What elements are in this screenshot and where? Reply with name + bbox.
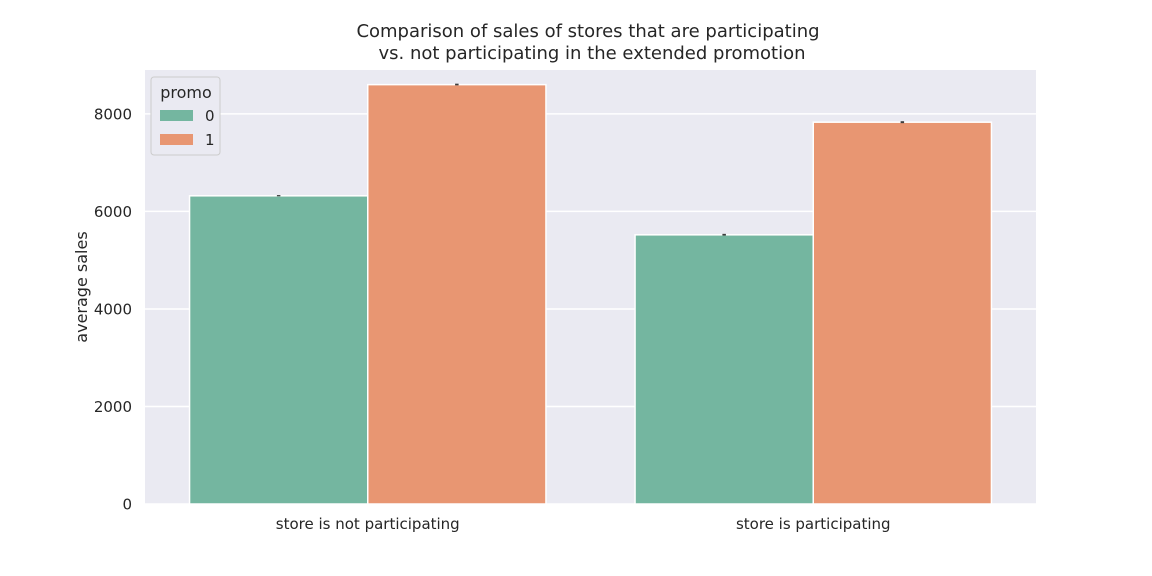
legend-label-promo-1: 1	[205, 131, 215, 149]
legend-label-promo-0: 0	[205, 107, 215, 125]
chart-title-line-1: Comparison of sales of stores that are p…	[356, 21, 819, 42]
chart-title-line-2: vs. not participating in the extended pr…	[378, 43, 805, 64]
legend-swatch-promo-1	[160, 134, 193, 145]
bar-promo-0-not-participating	[188, 195, 369, 505]
legend-swatch-promo-0	[160, 110, 193, 121]
y-axis-label: average sales	[72, 231, 91, 342]
x-tick-label: store is not participating	[276, 515, 460, 533]
x-tick-labels: store is not participating store is parti…	[276, 515, 891, 533]
bars	[188, 83, 993, 505]
y-tick-label: 2000	[94, 398, 132, 416]
y-tick-label: 6000	[94, 203, 132, 221]
y-tick-label: 0	[122, 496, 132, 514]
y-tick-label: 8000	[94, 105, 132, 123]
error-bars	[276, 83, 905, 236]
legend-title: promo	[160, 83, 212, 102]
y-tick-labels: 0 2000 4000 6000 8000	[94, 105, 132, 513]
bar-promo-1-participating	[812, 121, 993, 505]
x-tick-label: store is participating	[736, 515, 891, 533]
bar-promo-1-not-participating	[367, 83, 547, 505]
bar-promo-0-participating	[634, 234, 814, 505]
y-tick-label: 4000	[94, 300, 132, 318]
legend: promo 0 1	[150, 76, 221, 156]
